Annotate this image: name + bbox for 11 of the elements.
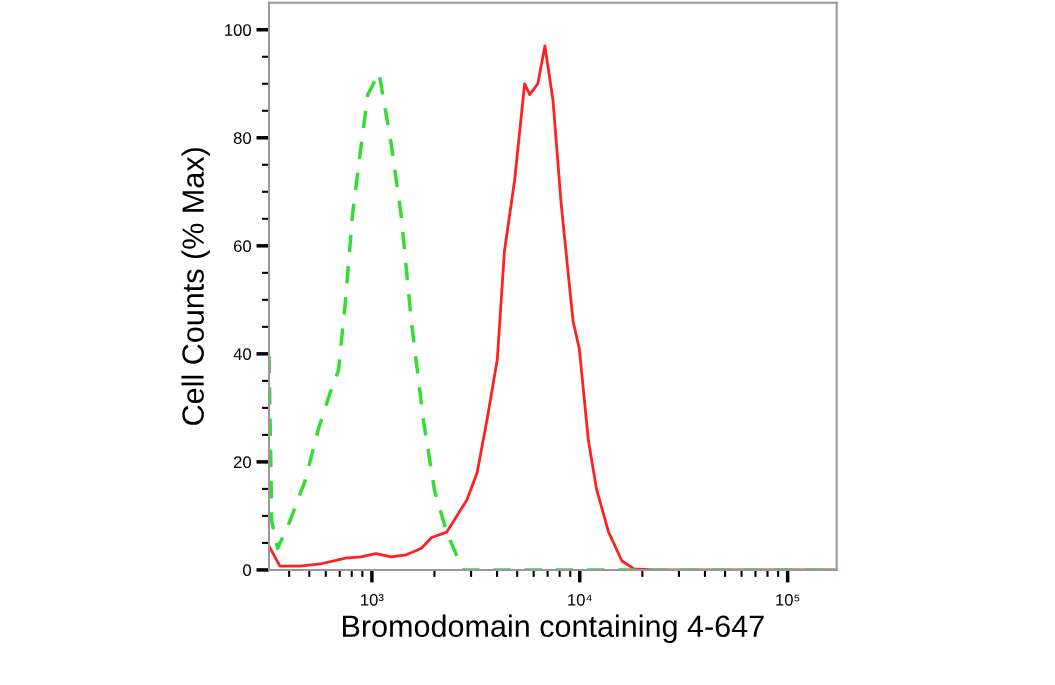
y-axis-title: Cell Counts (% Max) <box>181 148 210 425</box>
y-tick-label: 80 <box>233 132 252 144</box>
y-tick-label: 20 <box>233 456 252 469</box>
y-tick-label: 40 <box>233 348 252 361</box>
x-tick-label: 10³ <box>361 593 384 606</box>
y-tick-label: 0 <box>243 564 252 577</box>
y-tick-label: 60 <box>233 240 252 253</box>
y-tick-label: 100 <box>225 24 252 36</box>
x-tick-label: 10⁵ <box>776 593 800 606</box>
x-tick-label: 10⁴ <box>568 593 592 606</box>
x-axis-title: Bromodomain containing 4-647 <box>343 614 764 644</box>
